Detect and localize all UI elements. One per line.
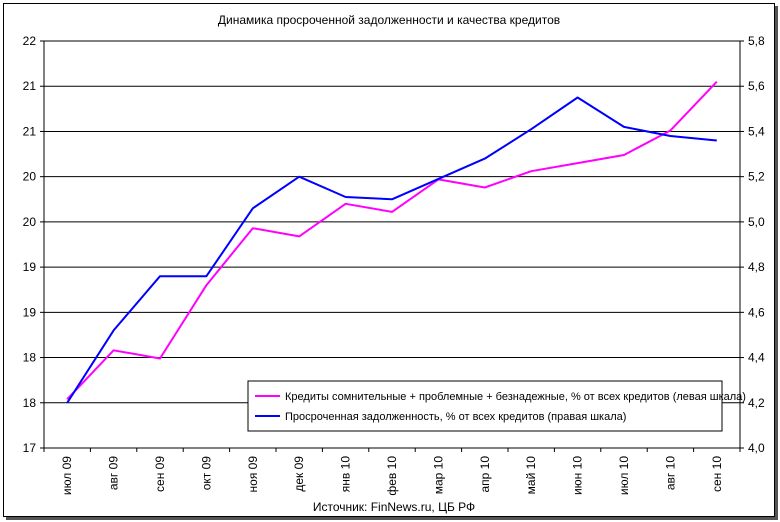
right-tick-label: 4,2 xyxy=(748,396,765,410)
left-tick-label: 19 xyxy=(23,260,37,274)
left-tick-label: 18 xyxy=(23,396,37,410)
left-tick-label: 20 xyxy=(23,170,37,184)
left-tick-label: 19 xyxy=(23,305,37,319)
left-axis: 17 18 18 19 19 20 20 21 21 22 xyxy=(23,34,44,455)
x-tick-label: сен 09 xyxy=(153,456,167,492)
right-axis: 4,0 4,2 4,4 4,6 4,8 5,0 5,2 5,4 5,6 5,8 xyxy=(740,34,765,455)
left-tick-label: 22 xyxy=(23,34,37,48)
x-tick-label: июн 10 xyxy=(571,456,585,495)
chart-frame: Динамика просроченной задолженности и ка… xyxy=(3,3,775,517)
x-tick-label: мар 10 xyxy=(431,456,445,495)
legend-label-series-1: Кредиты сомнительные + проблемные + безн… xyxy=(285,391,746,403)
right-tick-label: 5,2 xyxy=(748,170,765,184)
legend: Кредиты сомнительные + проблемные + безн… xyxy=(247,380,746,432)
x-tick-label: сен 10 xyxy=(710,456,724,492)
source-note: Источник: FinNews.ru, ЦБ РФ xyxy=(313,500,475,514)
x-tick-label: апр 10 xyxy=(478,456,492,493)
line-chart: Динамика просроченной задолженности и ка… xyxy=(23,13,765,514)
right-tick-label: 4,8 xyxy=(748,260,765,274)
chart-title: Динамика просроченной задолженности и ка… xyxy=(218,13,560,27)
x-axis: июл 09 авг 09 сен 09 окт 09 ноя 09 дек 09 янв … xyxy=(43,448,741,496)
x-tick-label: авг 09 xyxy=(107,456,121,490)
left-tick-label: 17 xyxy=(23,441,37,455)
x-tick-label: июл 09 xyxy=(60,456,74,495)
plot-area xyxy=(43,40,741,449)
x-tick-label: ноя 09 xyxy=(246,456,260,493)
x-tick-label: янв 10 xyxy=(339,456,353,493)
right-tick-label: 5,4 xyxy=(748,124,765,138)
x-tick-label: фев 10 xyxy=(385,456,399,496)
series-layer xyxy=(66,81,718,404)
right-tick-label: 5,0 xyxy=(748,215,765,229)
right-tick-label: 4,6 xyxy=(748,305,765,319)
left-tick-label: 18 xyxy=(23,351,37,365)
x-tick-label: дек 09 xyxy=(292,456,306,492)
grid xyxy=(44,85,740,404)
x-tick-label: окт 09 xyxy=(199,456,213,491)
right-tick-label: 5,8 xyxy=(748,34,765,48)
left-tick-label: 21 xyxy=(23,124,37,138)
left-tick-label: 20 xyxy=(23,215,37,229)
legend-label-series-2: Просроченная задолженность, % от всех кр… xyxy=(285,411,626,423)
x-tick-label: май 10 xyxy=(524,456,538,495)
series-line-1 xyxy=(66,81,718,400)
left-tick-label: 21 xyxy=(23,79,37,93)
right-tick-label: 4,0 xyxy=(748,441,765,455)
right-tick-label: 5,6 xyxy=(748,79,765,93)
x-tick-label: июл 10 xyxy=(617,456,631,495)
right-tick-label: 4,4 xyxy=(748,351,765,365)
legend-box xyxy=(247,380,723,432)
x-tick-label: авг 10 xyxy=(663,456,677,490)
series-line-2 xyxy=(66,96,717,404)
